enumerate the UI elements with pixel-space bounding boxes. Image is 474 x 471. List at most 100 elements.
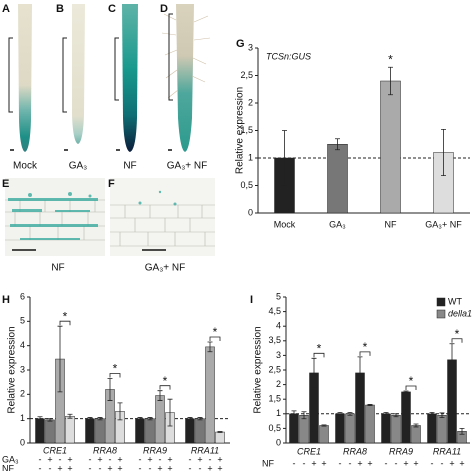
panel-label: I (250, 294, 253, 306)
significance-bracket (451, 338, 463, 343)
significance-mark: * (213, 325, 218, 339)
error-bar (217, 431, 223, 433)
x-tick-label: GA₃+ NF (425, 219, 462, 229)
panel-label: D (160, 3, 168, 15)
significance-bracket (313, 352, 325, 358)
y-tick-label: 1,5 (268, 394, 281, 404)
photo-caption: NF (123, 161, 136, 172)
treatment-sign: + (157, 463, 162, 471)
y-tick-label: 4 (20, 340, 25, 350)
error-bar (107, 378, 113, 401)
error-bar (321, 424, 327, 427)
error-bar (37, 416, 43, 422)
error-bar (197, 417, 203, 421)
y-tick-label: 1 (276, 408, 281, 418)
significance-mark: * (163, 374, 168, 388)
bar (319, 425, 329, 444)
treatment-sign: + (167, 454, 172, 464)
treatment-sign: - (89, 463, 92, 471)
y-tick-label: 3 (20, 364, 25, 374)
error-bar (157, 390, 163, 401)
panel-label: C (108, 3, 116, 15)
bar (411, 425, 421, 444)
panel-label: G (236, 38, 245, 50)
treatment-sign: + (459, 458, 464, 468)
x-tick-label: RRA8 (93, 445, 117, 455)
treatment-sign: - (293, 458, 296, 468)
significance-mark: * (388, 52, 393, 66)
y-tick-label: 5 (20, 316, 25, 326)
y-tick-label: 3 (248, 42, 253, 52)
bar (155, 395, 165, 444)
y-tick-label: 1 (248, 152, 253, 162)
error-bar (311, 357, 317, 388)
section-image (5, 178, 105, 256)
bar (380, 80, 401, 214)
root-photos (8, 4, 211, 152)
treatment-sign: + (403, 458, 408, 468)
treatment-sign: + (117, 454, 122, 464)
bar (401, 391, 411, 444)
brackets (8, 13, 173, 113)
treatment-sign: + (207, 463, 212, 471)
error-bar (429, 411, 435, 416)
y-tick-label: 2 (276, 379, 281, 389)
treatment-sign: + (449, 458, 454, 468)
bar (215, 431, 225, 444)
y-tick-label: 3,5 (268, 335, 281, 345)
y-tick-label: 0 (20, 437, 25, 447)
treatment-sign: + (47, 454, 52, 464)
treatment-sign: - (385, 458, 388, 468)
treatment-sign: + (413, 458, 418, 468)
x-tick-label: CRE1 (43, 445, 67, 455)
treatment-sign: + (367, 458, 372, 468)
error-bar (388, 66, 393, 96)
significance-mark: * (317, 341, 322, 355)
treatment-sign: + (321, 458, 326, 468)
bar (95, 418, 105, 444)
treatment-sign: + (357, 458, 362, 468)
photo-caption: NF (51, 263, 64, 274)
treatment-sign: - (59, 454, 62, 464)
chart-title: TCSn:GUS (266, 51, 311, 61)
photo-caption: Mock (13, 161, 38, 172)
root-hairs (161, 13, 211, 99)
error-bar (441, 129, 446, 176)
treatment-sign: - (39, 463, 42, 471)
x-tick-label: Mock (274, 219, 296, 229)
treatment-sign: - (49, 463, 52, 471)
treatment-sign: + (107, 463, 112, 471)
x-tick-label: GA₃ (329, 219, 346, 229)
error-bar (459, 428, 465, 435)
error-bar (47, 418, 53, 422)
bar (185, 418, 195, 444)
bar (437, 415, 447, 444)
error-bar (301, 411, 307, 420)
treatment-sign: + (117, 463, 122, 471)
bar (391, 415, 401, 444)
error-bar (439, 412, 445, 418)
y-tick-label: 4,5 (268, 306, 281, 316)
significance-mark: * (363, 340, 368, 354)
legend-label: WT (448, 296, 462, 306)
error-bar (87, 417, 93, 421)
bar (45, 419, 55, 444)
error-bar (367, 404, 373, 407)
x-tick-label: RRA11 (433, 446, 461, 456)
y-tick-label: 0,5 (240, 180, 253, 190)
x-tick-label: RRA9 (389, 446, 413, 456)
error-bar (357, 356, 363, 390)
error-bar (147, 417, 153, 421)
significance-bracket (405, 385, 417, 391)
bar (427, 413, 437, 444)
y-axis-label: Relative expression (7, 326, 18, 413)
bar (195, 418, 205, 444)
error-bar (413, 423, 419, 428)
photo-caption: GA₃+ NF (167, 161, 207, 172)
y-tick-label: 2,5 (240, 70, 253, 80)
x-tick-label: RRA11 (191, 445, 219, 455)
error-bar (282, 130, 287, 186)
treatment-sign: - (395, 458, 398, 468)
photo-caption: GA₃ (69, 161, 88, 172)
